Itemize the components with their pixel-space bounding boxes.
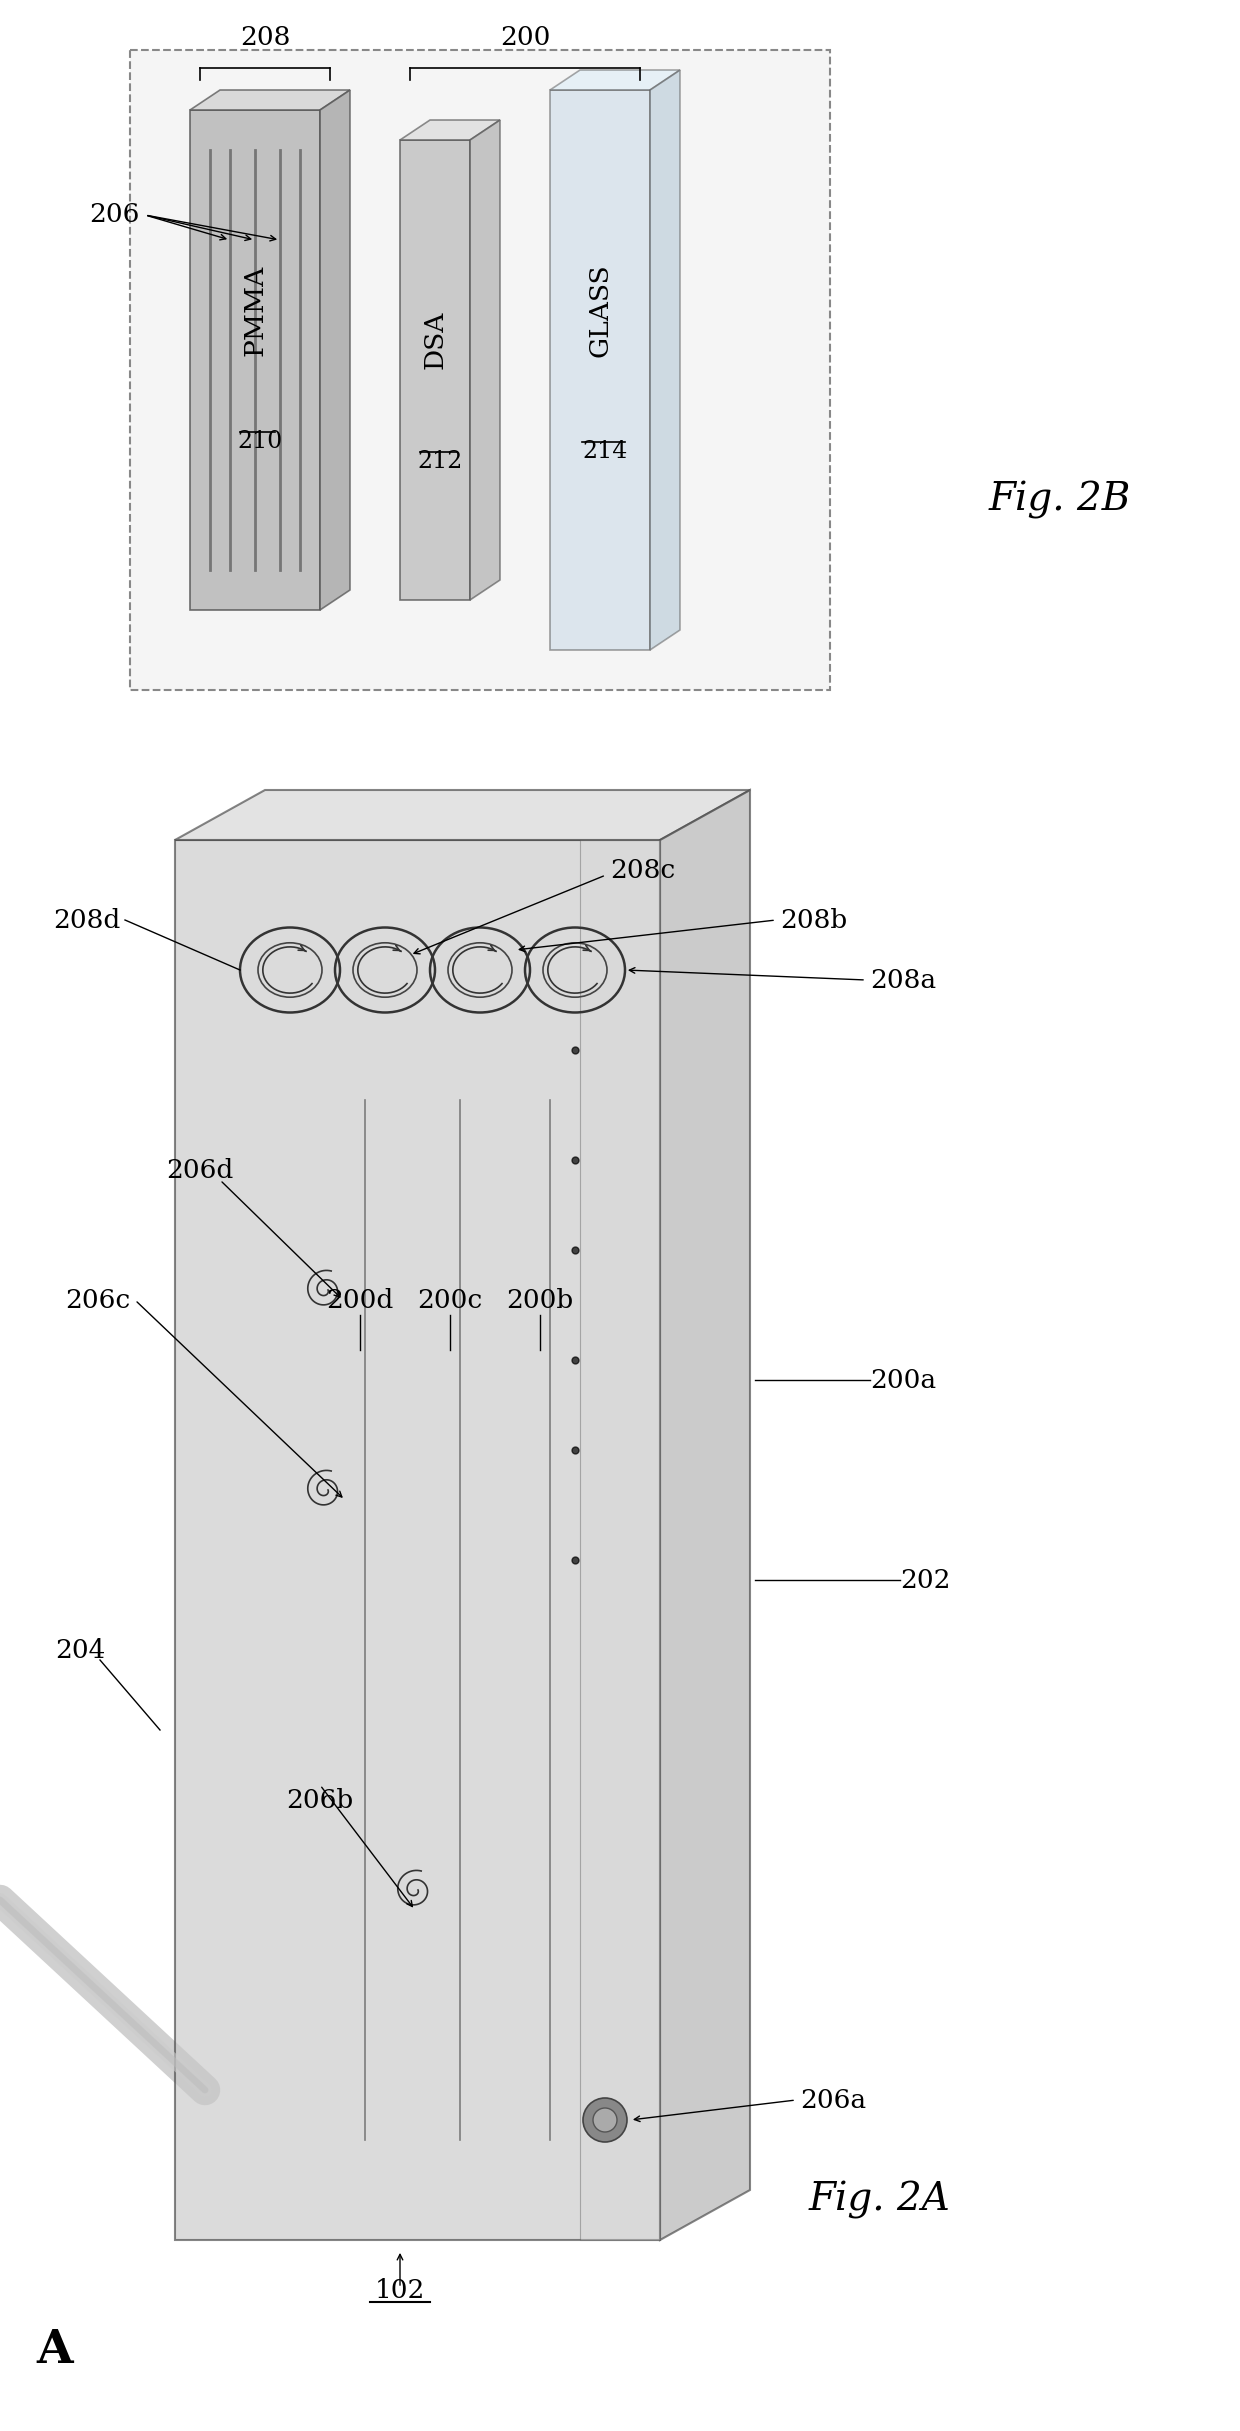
Text: 206d: 206d [166, 1157, 233, 1181]
Text: Fig. 2A: Fig. 2A [808, 2181, 951, 2220]
Text: 200b: 200b [506, 1288, 574, 1313]
Text: 200: 200 [500, 24, 551, 51]
Circle shape [593, 2108, 618, 2132]
Text: 210: 210 [237, 430, 283, 452]
Text: 208: 208 [239, 24, 290, 51]
Polygon shape [660, 790, 750, 2239]
Circle shape [583, 2098, 627, 2142]
Polygon shape [320, 90, 350, 610]
Polygon shape [190, 90, 350, 109]
Polygon shape [580, 841, 660, 2239]
Text: PMMA: PMMA [243, 265, 268, 355]
Text: 204: 204 [55, 1638, 105, 1663]
Text: 206c: 206c [64, 1288, 130, 1313]
Polygon shape [551, 90, 650, 649]
Polygon shape [175, 790, 750, 841]
Text: GLASS: GLASS [588, 263, 613, 357]
Polygon shape [401, 119, 500, 141]
Polygon shape [650, 70, 680, 649]
Polygon shape [175, 841, 660, 2239]
Text: A: A [37, 2326, 73, 2373]
Text: 206a: 206a [800, 2088, 866, 2113]
Text: 208b: 208b [780, 907, 847, 934]
Text: 208c: 208c [610, 858, 676, 882]
Text: 206b: 206b [286, 1787, 353, 1814]
Polygon shape [401, 141, 470, 600]
Text: 200a: 200a [870, 1369, 936, 1393]
Text: Fig. 2B: Fig. 2B [988, 481, 1131, 518]
Text: 200c: 200c [418, 1288, 482, 1313]
Polygon shape [190, 109, 320, 610]
Polygon shape [551, 70, 680, 90]
Polygon shape [470, 119, 500, 600]
Text: 206: 206 [89, 202, 140, 229]
Bar [130, 51, 830, 690]
Text: DSA: DSA [423, 311, 448, 370]
Text: 214: 214 [583, 440, 627, 462]
Text: 102: 102 [374, 2278, 425, 2302]
Text: 212: 212 [418, 450, 463, 474]
Text: 202: 202 [900, 1568, 951, 1592]
Text: 208d: 208d [53, 907, 120, 934]
Text: 200d: 200d [326, 1288, 393, 1313]
Text: 208a: 208a [870, 968, 936, 992]
